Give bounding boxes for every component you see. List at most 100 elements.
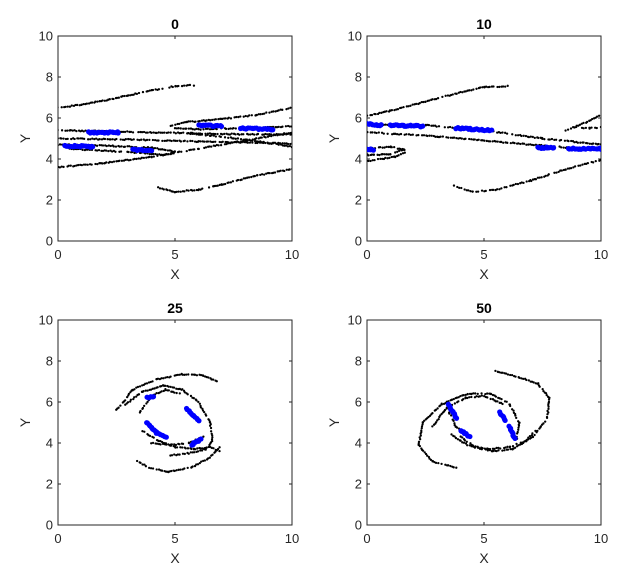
tracer-point bbox=[138, 385, 142, 388]
tracer-point bbox=[434, 408, 438, 411]
tracer-point bbox=[421, 423, 424, 426]
tracer-point bbox=[229, 117, 233, 120]
plot-area bbox=[417, 369, 551, 469]
tracer-point bbox=[256, 173, 259, 177]
tracer-point bbox=[591, 117, 594, 121]
tracer-point bbox=[58, 128, 59, 132]
tracer-point bbox=[253, 174, 256, 178]
tracer-point bbox=[150, 442, 153, 445]
tracer-point bbox=[383, 153, 386, 156]
tracer-point bbox=[517, 428, 520, 431]
tracer-point bbox=[532, 381, 535, 384]
tracer-point bbox=[505, 448, 509, 451]
tracer-point bbox=[566, 167, 570, 170]
tracer-point bbox=[403, 151, 406, 154]
tracer-point bbox=[146, 400, 149, 404]
tracer-point bbox=[208, 445, 212, 449]
tracer-point bbox=[198, 461, 201, 465]
tracer-point bbox=[494, 140, 498, 143]
tracer-point bbox=[443, 408, 447, 412]
tracer-point bbox=[100, 149, 103, 153]
tracer-point bbox=[456, 185, 459, 189]
tracer-point bbox=[97, 148, 101, 152]
tracer-point bbox=[227, 142, 230, 145]
x-tick-label: 10 bbox=[594, 531, 608, 546]
tracer-point bbox=[191, 139, 194, 143]
tracer-point bbox=[283, 169, 286, 173]
tracer-point bbox=[121, 95, 124, 98]
tracer-point bbox=[547, 405, 550, 408]
tracer-point bbox=[472, 392, 475, 395]
tracer-point bbox=[133, 388, 136, 391]
tracer-point bbox=[367, 130, 369, 134]
tracer-point bbox=[445, 136, 448, 139]
tracer-point bbox=[464, 442, 468, 445]
tracer-point bbox=[496, 131, 499, 134]
tracer-point bbox=[227, 136, 230, 140]
tracer-point bbox=[273, 133, 277, 137]
tracer-point bbox=[179, 468, 182, 471]
highlight-point bbox=[163, 434, 169, 440]
tracer-point bbox=[427, 124, 431, 127]
tracer-point bbox=[219, 135, 223, 139]
tracer-point bbox=[146, 146, 150, 149]
tracer-point bbox=[214, 132, 217, 136]
tracer-point bbox=[250, 175, 253, 179]
tracer-point bbox=[375, 131, 378, 135]
tracer-point bbox=[455, 466, 458, 469]
tracer-point bbox=[181, 446, 184, 449]
tracer-point bbox=[180, 388, 183, 391]
tracer-point bbox=[451, 126, 454, 129]
tracer-point bbox=[157, 139, 160, 142]
tracer-point bbox=[174, 443, 178, 446]
tracer-point bbox=[239, 138, 243, 141]
tracer-point bbox=[437, 125, 441, 128]
panel-time-0: 0 5 10 0 2 4 6 8 10 0 X Y bbox=[17, 16, 299, 282]
tracer-point bbox=[112, 145, 115, 148]
tracer-point bbox=[180, 131, 183, 135]
tracer-point bbox=[509, 373, 512, 377]
tracer-point bbox=[423, 451, 426, 454]
tracer-point bbox=[90, 163, 93, 166]
tracer-point bbox=[158, 187, 162, 190]
tracer-point bbox=[75, 164, 78, 167]
tracer-point bbox=[159, 443, 162, 446]
tracer-point bbox=[545, 416, 549, 420]
tracer-point bbox=[277, 143, 280, 146]
tracer-point bbox=[148, 138, 151, 142]
tracer-point bbox=[517, 424, 521, 427]
tracer-point bbox=[259, 173, 262, 176]
tracer-point bbox=[481, 446, 484, 450]
tracer-point bbox=[137, 393, 141, 396]
tracer-point bbox=[394, 151, 397, 154]
plot-area bbox=[115, 372, 221, 474]
tracer-point bbox=[281, 133, 284, 136]
tracer-point bbox=[270, 134, 273, 138]
tracer-point bbox=[77, 137, 80, 140]
tracer-point bbox=[206, 133, 209, 137]
tracer-point bbox=[484, 85, 488, 88]
tracer-point bbox=[496, 188, 499, 191]
tracer-point bbox=[248, 141, 252, 144]
tracer-point bbox=[168, 189, 171, 192]
tracer-point bbox=[82, 130, 85, 133]
tracer-point bbox=[175, 387, 178, 390]
tracer-point bbox=[151, 387, 154, 390]
tracer-point bbox=[397, 154, 400, 157]
tracer-point bbox=[269, 133, 273, 136]
tracer-point bbox=[264, 136, 267, 139]
panel-title: 10 bbox=[476, 16, 492, 32]
tracer-point bbox=[157, 148, 161, 151]
tracer-point bbox=[156, 186, 160, 189]
tracer-point bbox=[387, 153, 390, 156]
tracer-point bbox=[431, 124, 435, 127]
tracer-point bbox=[289, 142, 292, 146]
tracer-point bbox=[175, 139, 179, 143]
tracer-point bbox=[501, 371, 504, 374]
y-tick-label: 2 bbox=[46, 477, 53, 492]
tracer-point bbox=[234, 127, 237, 130]
tracer-point bbox=[461, 91, 464, 94]
tracer-point bbox=[119, 404, 122, 407]
tracer-point bbox=[595, 115, 599, 118]
tracer-point bbox=[228, 133, 232, 136]
